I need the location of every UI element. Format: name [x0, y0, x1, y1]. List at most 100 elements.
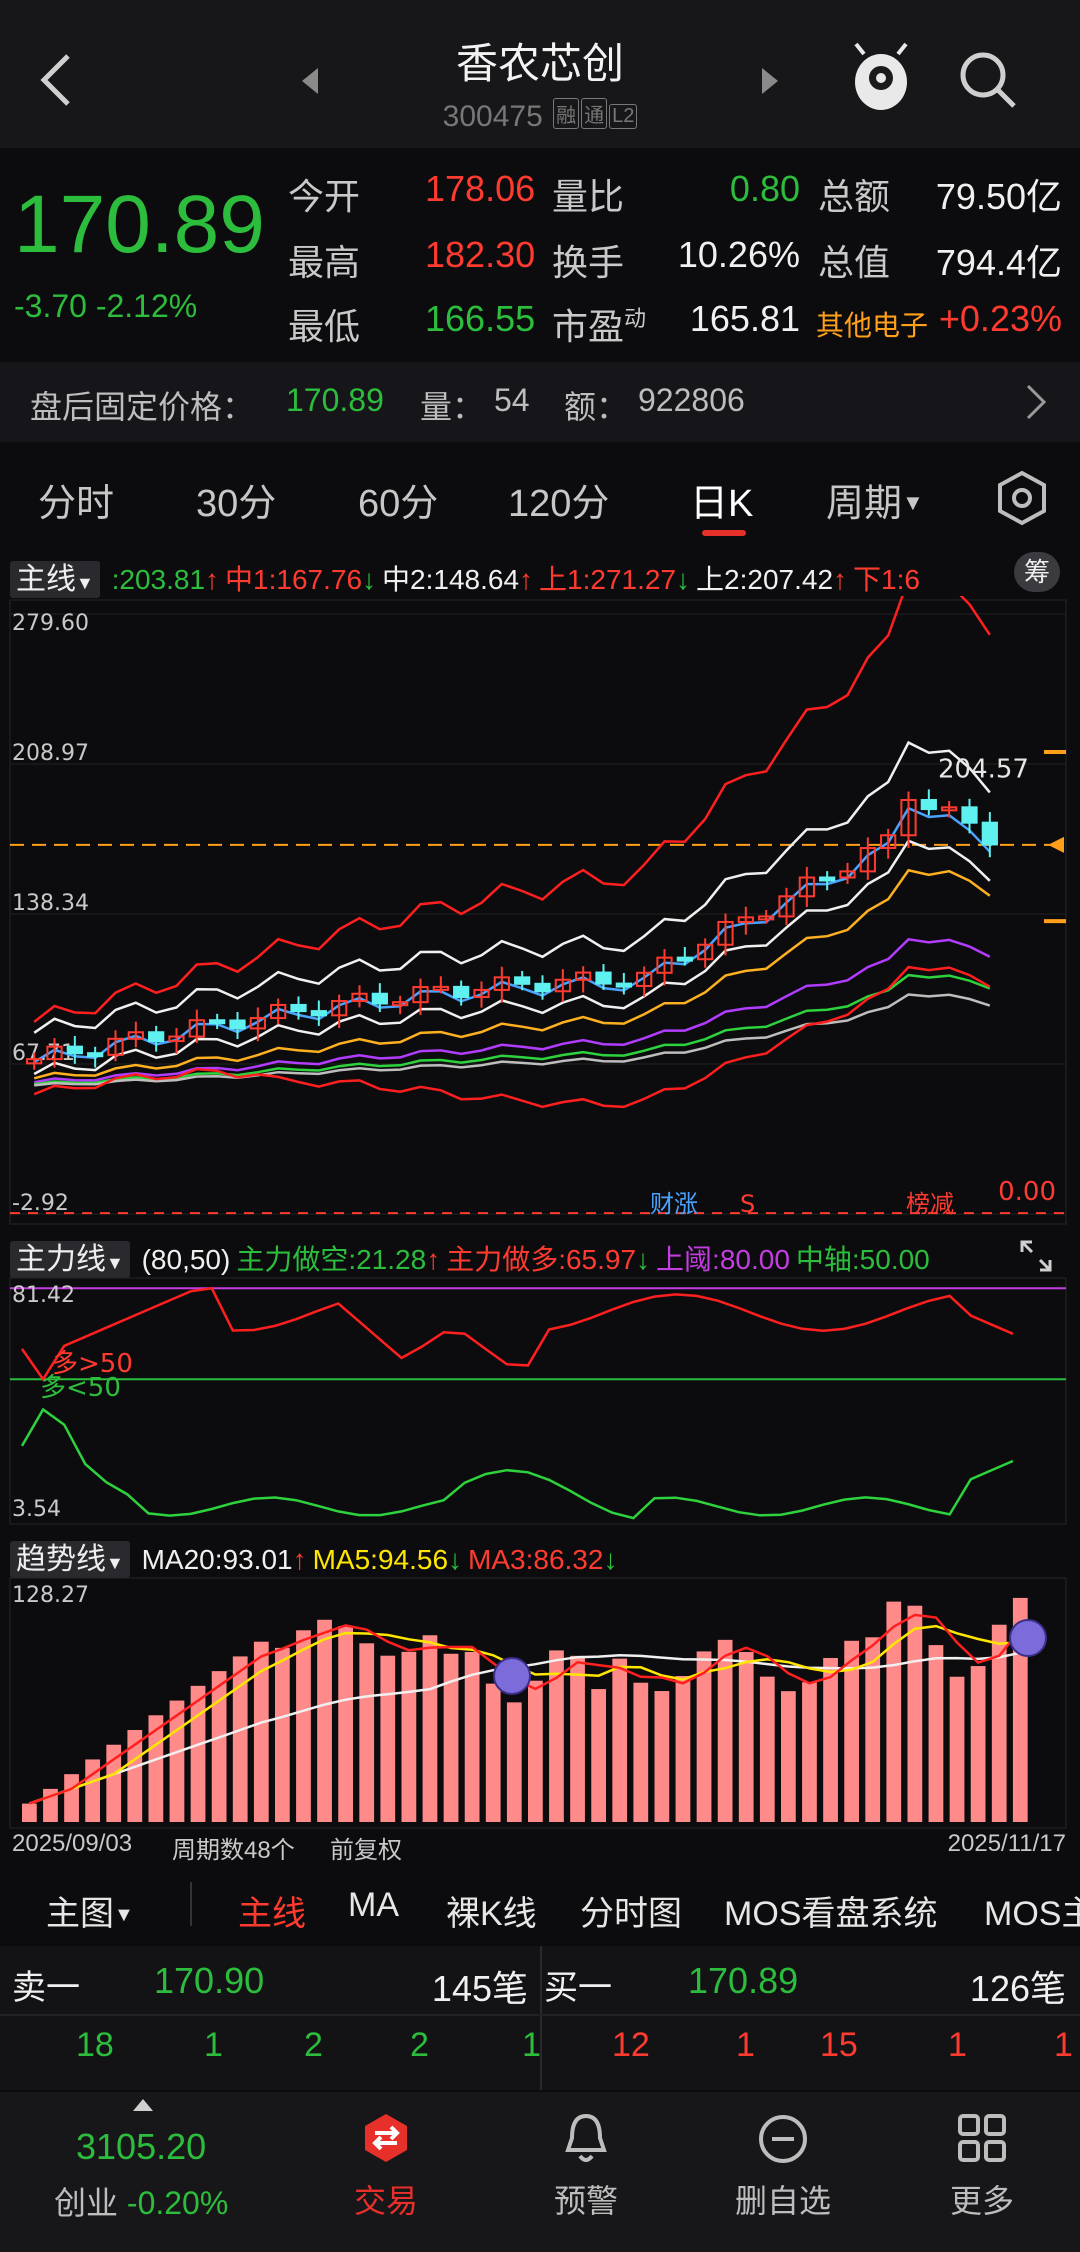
mode-ma[interactable]: MA: [348, 1886, 399, 1924]
trend-bar: [169, 1700, 185, 1822]
mascot-icon[interactable]: [846, 40, 916, 116]
period-tabs: 分时 30分 60分 120分 日K 周期▼: [0, 452, 1080, 542]
trend-bar: [253, 1641, 269, 1822]
sell-queue-item: 1: [522, 2026, 541, 2064]
chart-mode-bar: 主图▼ 主线 MA 裸K线 分时图 MOS看盘系统 MOS主: [0, 1868, 1080, 1944]
sector-name[interactable]: 其他电子: [816, 310, 929, 341]
active-tab-indicator: [702, 530, 746, 536]
main-indicator-dropdown[interactable]: 主线▼: [10, 561, 100, 598]
trend-bar: [844, 1640, 860, 1822]
trend-indicator-dropdown[interactable]: 趋势线▼: [10, 1541, 130, 1578]
after-hours-amt-label: 额：: [564, 389, 629, 425]
candle: [920, 799, 937, 811]
zero-label: 0.00: [998, 1177, 1056, 1207]
main-chart-legend: 主线▼ :203.81↑ 中1:167.76↓ 中2:148.64↑ 上1:271.2…: [10, 554, 1080, 598]
search-icon[interactable]: [956, 48, 1020, 112]
trend-bar: [865, 1637, 881, 1822]
force-legend-item: 中轴:50.00: [795, 1244, 930, 1275]
trend-bar: [464, 1651, 480, 1822]
expand-icon[interactable]: [1016, 1236, 1056, 1276]
candle: [941, 806, 958, 812]
nav-trade[interactable]: 交易: [353, 2183, 418, 2219]
mode-bare-k[interactable]: 裸K线: [446, 1895, 537, 1933]
buy-one-count: 126笔: [969, 1968, 1066, 2009]
sector-change: +0.23%: [938, 298, 1062, 339]
trend-bar: [506, 1702, 522, 1822]
candle: [880, 834, 897, 850]
back-arrow-icon[interactable]: [36, 50, 76, 110]
main-legend-item: 中1:167.76↓: [225, 564, 377, 595]
nav-alert[interactable]: 预警: [553, 2183, 618, 2219]
mode-intraday[interactable]: 分时图: [580, 1895, 682, 1933]
main-chart-selector[interactable]: 主图▼: [46, 1895, 134, 1933]
trend-bar: [64, 1774, 79, 1822]
label-pe-sup: 动: [624, 306, 647, 331]
trend-bar: [949, 1676, 965, 1822]
trend-bar: [528, 1680, 543, 1822]
prev-stock-icon[interactable]: [298, 66, 322, 96]
label-pe: 市盈动: [552, 306, 647, 347]
sell-queue-item: 18: [76, 2026, 114, 2064]
buy-queue-item: 1: [948, 2026, 967, 2064]
mode-mos-system[interactable]: MOS看盘系统: [724, 1895, 938, 1933]
candle: [229, 1019, 246, 1030]
candle: [554, 978, 571, 993]
label-high: 最高: [288, 242, 361, 283]
nav-remove-watchlist[interactable]: 删自选: [734, 2183, 831, 2219]
after-hours-amt: 922806: [638, 382, 745, 418]
index-change: -0.20%: [126, 2185, 229, 2221]
current-price-marker: [1048, 836, 1064, 853]
ma-line-gray: [34, 993, 991, 1087]
after-hours-bar[interactable]: 盘后固定价格： 170.89 量： 54 额： 922806: [0, 362, 1080, 442]
chart-frame: [9, 1277, 1067, 1525]
long-force-line: [20, 1286, 1014, 1382]
tab-intraday[interactable]: 分时: [38, 483, 115, 525]
stock-code-line: 300475 融通 L2: [0, 98, 1080, 134]
last-price: 170.89: [14, 179, 265, 270]
candle: [493, 976, 510, 991]
trend-bar: [85, 1759, 101, 1822]
chip-distribution-button[interactable]: 筹: [1014, 552, 1060, 592]
upper-band-2: [33, 740, 991, 1034]
trend-bar: [485, 1683, 501, 1822]
grid-more-icon[interactable]: [956, 2112, 1008, 2164]
trend-chart[interactable]: 128.27: [0, 1576, 1080, 1830]
ma-line-purple: [33, 937, 991, 1084]
tab-30min[interactable]: 30分: [196, 483, 277, 525]
adjust-mode: 前复权: [330, 1837, 402, 1864]
settings-hexagon-icon[interactable]: [996, 470, 1048, 526]
value-volume-ratio: 0.80: [729, 168, 800, 209]
mode-mos-main[interactable]: MOS主: [984, 1895, 1080, 1933]
main-force-chart[interactable]: 81.42 3.54 多>50多<50: [0, 1276, 1080, 1526]
next-stock-icon[interactable]: [758, 66, 782, 96]
candle: [148, 1031, 165, 1043]
trend-bar: [970, 1666, 986, 1822]
tab-period[interactable]: 周期▼: [826, 483, 924, 525]
remove-watchlist-icon[interactable]: [756, 2112, 810, 2166]
y-axis-bottom-label: 3.54: [12, 1497, 61, 1522]
label-amount: 总额: [818, 176, 891, 217]
trend-bar: [570, 1655, 585, 1822]
main-legend-items: :203.81↑ 中1:167.76↓ 中2:148.64↑ 上1:271.27↓ 上2…: [108, 564, 920, 595]
candle: [473, 988, 490, 999]
main-legend-item: 上2:207.42↑: [696, 564, 848, 595]
nav-more[interactable]: 更多: [949, 2183, 1014, 2219]
bell-icon[interactable]: [560, 2110, 612, 2166]
sentiment-face-icon: [1009, 1619, 1047, 1657]
index-value[interactable]: 3105.20: [76, 2126, 207, 2167]
tab-120min[interactable]: 120分: [508, 483, 610, 525]
buy-queue-item: 1: [736, 2026, 755, 2064]
middle-line-2: [33, 839, 991, 1076]
tab-daily-k[interactable]: 日K: [690, 483, 754, 525]
trend-legend-item: MA5:94.56↓: [312, 1544, 463, 1575]
index-line[interactable]: 创业 -0.20%: [54, 2178, 228, 2224]
mode-main-line[interactable]: 主线: [238, 1895, 306, 1933]
force-indicator-dropdown[interactable]: 主力线▼: [10, 1241, 130, 1278]
label-turnover: 换手: [552, 242, 625, 283]
note-long-below-50: 多<50: [40, 1373, 121, 1403]
tab-60min[interactable]: 60分: [358, 483, 439, 525]
trade-icon[interactable]: [360, 2112, 412, 2164]
sell-one-count: 145笔: [431, 1968, 528, 2009]
candle: [290, 1003, 307, 1013]
